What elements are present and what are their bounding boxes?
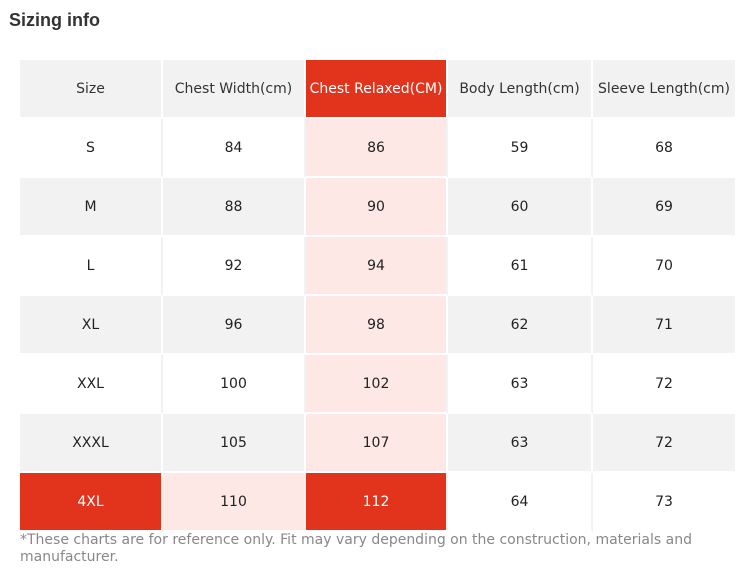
cell-sleeve-length: 71 — [593, 296, 737, 355]
header-size: Size — [20, 60, 163, 119]
cell-chest-relaxed: 112 — [306, 473, 448, 532]
cell-chest-relaxed: 107 — [306, 414, 448, 473]
cell-sleeve-length: 72 — [593, 414, 737, 473]
cell-body-length: 63 — [448, 414, 593, 473]
cell-chest-width: 100 — [163, 355, 306, 414]
cell-chest-width: 110 — [163, 473, 306, 532]
cell-chest-width: 96 — [163, 296, 306, 355]
cell-size: XXL — [20, 355, 163, 414]
cell-size: 4XL — [20, 473, 163, 532]
cell-size: XL — [20, 296, 163, 355]
cell-chest-width: 88 — [163, 178, 306, 237]
header-sleeve-length: Sleeve Length(cm) — [593, 60, 737, 119]
cell-sleeve-length: 70 — [593, 237, 737, 296]
header-chest-relaxed: Chest Relaxed(CM) — [306, 60, 448, 119]
cell-sleeve-length: 73 — [593, 473, 737, 532]
cell-size: S — [20, 119, 163, 178]
cell-chest-relaxed: 98 — [306, 296, 448, 355]
cell-body-length: 59 — [448, 119, 593, 178]
sizing-table: Size Chest Width(cm) Chest Relaxed(CM) B… — [20, 60, 737, 532]
reference-note: *These charts are for reference only. Fi… — [20, 532, 692, 565]
cell-body-length: 61 — [448, 237, 593, 296]
cell-sleeve-length: 69 — [593, 178, 737, 237]
cell-chest-width: 105 — [163, 414, 306, 473]
cell-body-length: 63 — [448, 355, 593, 414]
cell-body-length: 64 — [448, 473, 593, 532]
cell-chest-relaxed: 102 — [306, 355, 448, 414]
header-body-length: Body Length(cm) — [448, 60, 593, 119]
cell-sleeve-length: 68 — [593, 119, 737, 178]
cell-body-length: 62 — [448, 296, 593, 355]
cell-chest-width: 92 — [163, 237, 306, 296]
cell-chest-relaxed: 94 — [306, 237, 448, 296]
cell-chest-relaxed: 90 — [306, 178, 448, 237]
cell-chest-width: 84 — [163, 119, 306, 178]
cell-sleeve-length: 72 — [593, 355, 737, 414]
page-title: Sizing info — [9, 10, 100, 30]
cell-chest-relaxed: 86 — [306, 119, 448, 178]
header-chest-width: Chest Width(cm) — [163, 60, 306, 119]
cell-size: XXXL — [20, 414, 163, 473]
cell-size: L — [20, 237, 163, 296]
cell-body-length: 60 — [448, 178, 593, 237]
cell-size: M — [20, 178, 163, 237]
